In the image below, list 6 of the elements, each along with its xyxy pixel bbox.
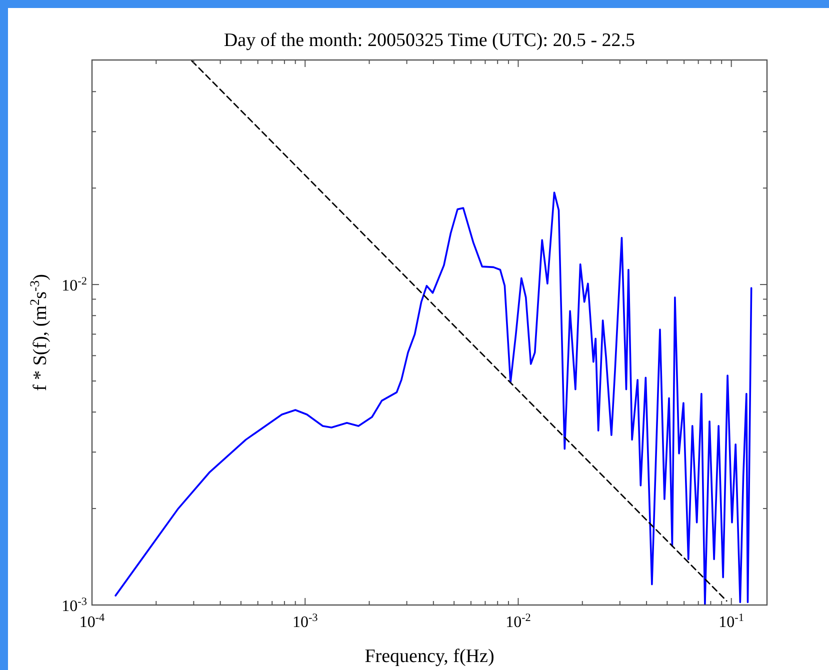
x-axis-title: Frequency, f(Hz): [364, 646, 494, 667]
chart-title: Day of the month: 20050325 Time (UTC): 20.5 - 22.5: [224, 30, 636, 51]
x-tick-label: 10$^{-4}$: [79, 612, 106, 631]
x-tick-label: 10$^{-2}$: [506, 612, 531, 631]
x-tick-label: 10$^{-1}$: [718, 612, 744, 631]
x-tick-label: 10$^{-3}$: [292, 612, 318, 631]
